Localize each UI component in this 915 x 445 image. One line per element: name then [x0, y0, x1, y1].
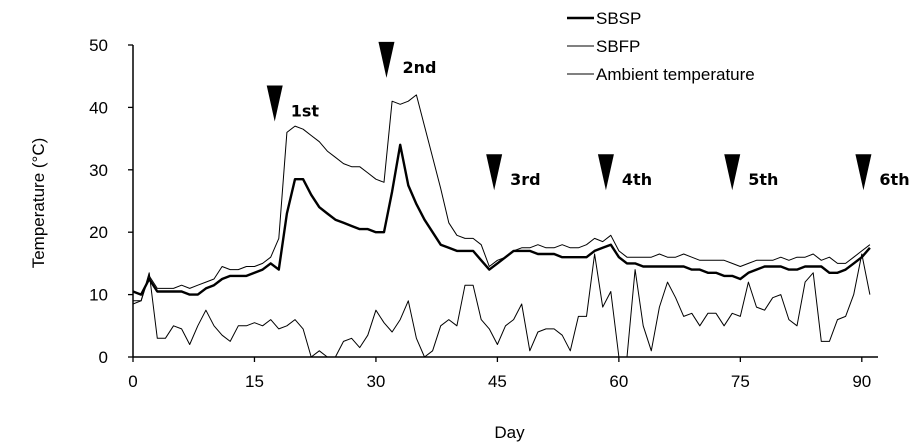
x-tick-label: 0 — [128, 372, 137, 391]
y-tick-label: 50 — [89, 36, 108, 55]
x-tick-label: 90 — [852, 372, 871, 391]
x-tick-label: 75 — [731, 372, 750, 391]
event-marker-label: 3rd — [510, 170, 540, 189]
series-layer — [132, 94, 871, 358]
event-marker-icon — [855, 154, 872, 191]
event-marker-icon — [486, 154, 503, 191]
y-tick-label: 30 — [89, 161, 108, 180]
legend-label: Ambient temperature — [596, 65, 755, 84]
event-marker-icon — [378, 41, 395, 78]
x-tick-label: 45 — [488, 372, 507, 391]
event-marker-label: 4th — [622, 170, 652, 189]
y-axis-title: Temperature (°C) — [29, 138, 48, 269]
y-tick-label: 20 — [89, 223, 108, 242]
axes — [132, 45, 878, 358]
ticks: 0 15 30 45 60 75 90 0 10 20 30 40 50 — [89, 36, 871, 391]
series-line-sbsp — [132, 143, 871, 296]
x-axis-title: Day — [494, 423, 525, 442]
legend-label: SBFP — [596, 37, 640, 56]
event-marker-icon — [266, 85, 283, 122]
legend: SBSP SBFP Ambient temperature — [567, 9, 755, 84]
x-tick-label: 60 — [609, 372, 628, 391]
event-marker-icon — [724, 154, 741, 191]
event-marker-label: 5th — [748, 170, 778, 189]
event-marker-label: 2nd — [402, 58, 436, 77]
y-tick-label: 0 — [99, 348, 108, 367]
event-marker-label: 6th — [879, 170, 909, 189]
x-tick-label: 15 — [245, 372, 264, 391]
legend-label: SBSP — [596, 9, 641, 28]
event-marker-icon — [597, 154, 614, 191]
annotations: 1st 2nd 3rd 4th 5th 6th — [266, 41, 910, 191]
series-line-sbfp — [133, 94, 871, 302]
y-tick-label: 10 — [89, 286, 108, 305]
event-marker-label: 1st — [291, 102, 320, 121]
series-line-ambient-temperature — [132, 253, 871, 358]
y-tick-label: 40 — [89, 98, 108, 117]
x-tick-label: 30 — [366, 372, 385, 391]
